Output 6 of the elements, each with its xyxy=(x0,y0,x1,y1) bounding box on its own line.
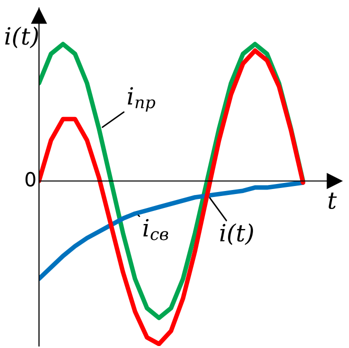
series-label: i$_{пр}$ xyxy=(128,87,156,112)
x-axis-title: t xyxy=(328,192,337,210)
series-label: i(t) xyxy=(220,223,253,245)
series-label: i$_{св}$ xyxy=(143,218,168,240)
y-axis-title: i(t) xyxy=(5,26,38,48)
annotation: 0 xyxy=(26,172,36,187)
